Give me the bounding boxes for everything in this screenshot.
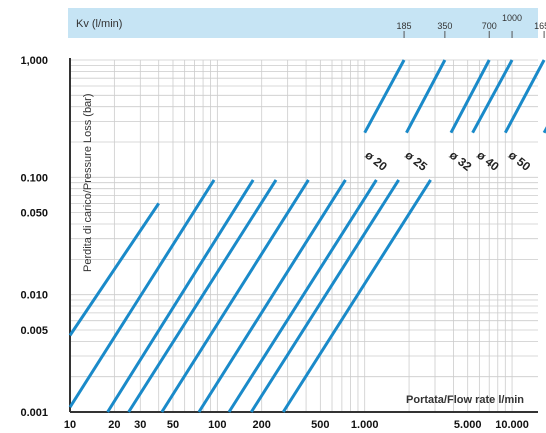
series-label: ø 25 bbox=[402, 148, 430, 174]
x-tick-label: 200 bbox=[253, 419, 271, 431]
x-tick-label: 50 bbox=[167, 419, 179, 431]
series-line bbox=[449, 59, 491, 134]
x-tick-label: 100 bbox=[208, 419, 226, 431]
series-label: ø 32 bbox=[447, 148, 475, 174]
x-tick-label: 5.000 bbox=[454, 419, 482, 431]
y-tick-label: 1,000 bbox=[20, 55, 48, 67]
series-line bbox=[68, 202, 160, 337]
y-tick-label: 0.005 bbox=[20, 325, 48, 337]
series-labels: ø 20ø 25ø 32ø 40ø 50ø 63ø 75ø 90ø 110 bbox=[362, 148, 546, 174]
series-line bbox=[197, 179, 347, 413]
kv-tick-label: 1650 bbox=[534, 21, 546, 31]
kv-tick-label: 185 bbox=[397, 21, 412, 31]
series-line bbox=[68, 179, 216, 408]
series-label: ø 20 bbox=[362, 148, 390, 174]
y-tick-label: 0.050 bbox=[20, 208, 48, 220]
series-label: ø 50 bbox=[506, 148, 534, 174]
x-tick-label: 10.000 bbox=[495, 419, 529, 431]
series-line bbox=[227, 179, 378, 413]
y-tick-label: 0.010 bbox=[20, 290, 48, 302]
kv-axis-label: Kv (l/min) bbox=[76, 18, 122, 30]
series-line bbox=[405, 59, 447, 134]
series-line bbox=[127, 179, 278, 413]
x-tick-label: 500 bbox=[311, 419, 329, 431]
axes bbox=[69, 58, 538, 413]
x-tick-label: 1.000 bbox=[351, 419, 379, 431]
y-axis-label: Perdita di carico/Pressure Loss (bar) bbox=[82, 93, 94, 272]
kv-ticks: 1853507001000165031005000700011000 bbox=[397, 13, 546, 38]
series-line bbox=[160, 179, 310, 413]
series-group bbox=[68, 59, 546, 413]
y-tick-label: 0.001 bbox=[20, 407, 48, 419]
kv-band bbox=[68, 8, 538, 38]
kv-tick-label: 350 bbox=[437, 21, 452, 31]
series-line bbox=[503, 59, 546, 134]
x-tick-label: 30 bbox=[134, 419, 146, 431]
x-tick-label: 20 bbox=[108, 419, 120, 431]
y-tick-label: 0.100 bbox=[20, 172, 48, 184]
kv-tick-label: 1000 bbox=[502, 13, 522, 23]
kv-tick-label: 700 bbox=[482, 21, 497, 31]
x-axis-label: Portata/Flow rate l/min bbox=[406, 394, 524, 406]
series-line bbox=[363, 59, 406, 134]
x-tick-label: 10 bbox=[64, 419, 76, 431]
tick-labels: 10 20 30 50 100 200 500 1.000 5.000 10.000 0.001 0.… bbox=[20, 55, 528, 431]
series-line bbox=[471, 59, 514, 134]
series-line bbox=[281, 179, 432, 413]
series-line bbox=[250, 179, 400, 413]
series-line bbox=[106, 179, 255, 413]
